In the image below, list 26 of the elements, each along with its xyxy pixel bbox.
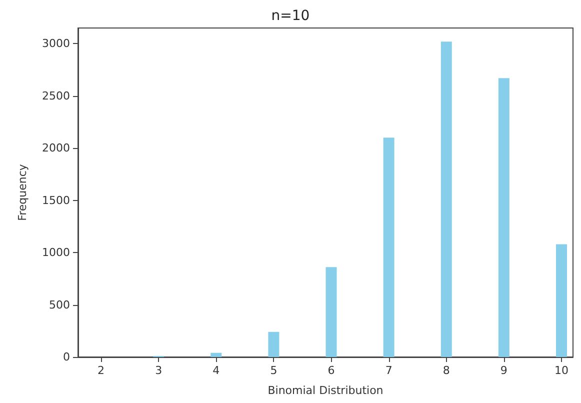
y-tick-label: 0	[63, 350, 70, 364]
bar	[498, 78, 510, 357]
y-tick-label: 1500	[42, 194, 70, 207]
bar	[268, 332, 280, 357]
x-tick-label: 2	[98, 364, 105, 377]
x-tick-label: 3	[155, 364, 162, 377]
y-tick-label: 1000	[42, 246, 70, 260]
bar	[383, 138, 394, 357]
x-tick-label: 6	[328, 364, 335, 377]
y-tick-label: 2000	[42, 142, 70, 155]
x-tick-label: 5	[270, 364, 278, 377]
y-tick-label: 500	[49, 298, 70, 312]
x-tick-label: 7	[385, 364, 392, 377]
bar	[440, 42, 452, 357]
bar	[210, 352, 222, 357]
x-axis-title: Binomial Distribution	[268, 384, 384, 397]
y-tick-label: 3000	[42, 37, 70, 50]
bar	[326, 267, 337, 357]
y-axis-title: Frequency	[16, 164, 29, 221]
x-tick-label: 8	[442, 364, 450, 377]
bar	[556, 244, 567, 357]
y-tick-label: 2500	[42, 89, 70, 102]
x-tick-label: 10	[554, 364, 568, 377]
x-tick-label: 9	[500, 364, 508, 377]
x-tick-label: 4	[212, 364, 220, 377]
chart-title: n=10	[271, 8, 310, 24]
